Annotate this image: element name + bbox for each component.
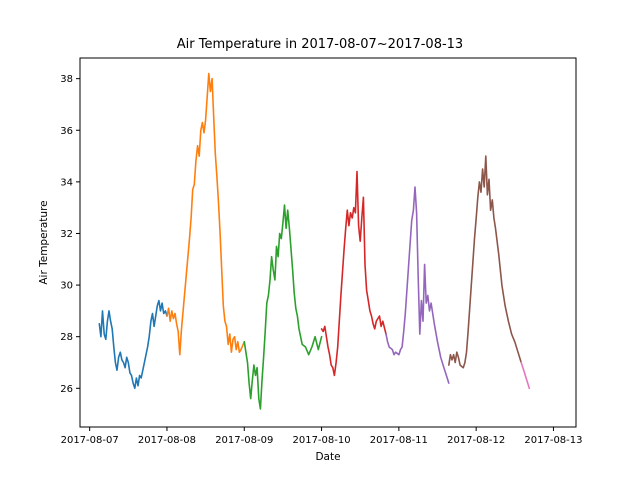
y-tick-label: 28 [60,332,73,343]
plot-background [80,58,576,427]
series-line-3 [243,204,323,410]
series-line-1 [98,299,168,390]
series-line-5 [385,186,450,384]
x-tick-label: 2017-08-11 [370,435,428,446]
chart-title: Air Temperature in 2017-08-07~2017-08-13 [177,37,463,52]
x-axis-label: Date [315,451,340,463]
x-tick-label: 2017-08-09 [215,435,273,446]
plot-frame [79,57,577,428]
x-tick-label: 2017-08-12 [447,435,505,446]
y-axis-label: Air Temperature [38,200,50,284]
y-tick-label: 34 [60,177,73,188]
x-tick-label: 2017-08-08 [138,435,196,446]
y-tick-label: 30 [60,281,73,292]
x-tick-label: 2017-08-13 [524,435,582,446]
series-line-6 [448,155,522,369]
series-line-2 [166,72,246,356]
series-line-4 [320,170,387,377]
y-axis-ticks: 26 28 30 32 34 36 38 [60,74,80,395]
y-tick-label: 26 [60,384,73,395]
x-tick-label: 2017-08-07 [61,435,119,446]
x-tick-label: 2017-08-10 [292,435,350,446]
x-axis-ticks: 2017-08-07 2017-08-08 2017-08-09 2017-08-10… [61,427,583,446]
y-tick-label: 32 [60,229,73,240]
series-layer [98,72,531,410]
y-tick-label: 38 [60,74,73,85]
y-tick-label: 36 [60,126,73,137]
plot-area: 2017-08-07 2017-08-08 2017-08-09 2017-08-10… [60,57,583,446]
series-line-7 [520,361,531,390]
